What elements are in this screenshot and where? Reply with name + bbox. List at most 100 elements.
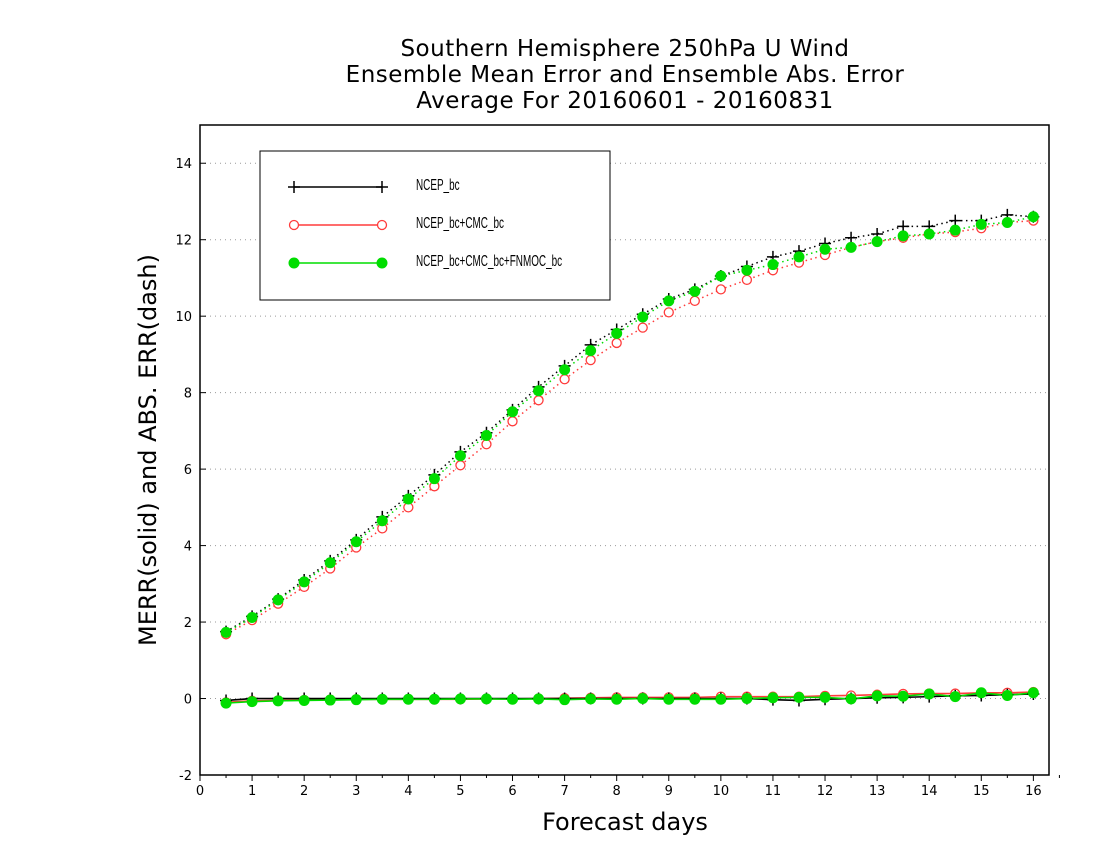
abs-err-point-3: [402, 493, 414, 505]
abs-err-point-2: [663, 307, 674, 318]
x-tick-label: 9: [665, 784, 673, 799]
mean-err-point-3: [533, 693, 545, 705]
abs-err-point-3: [949, 224, 961, 236]
abs-err-point-3: [298, 576, 310, 588]
abs-err-point-3: [767, 259, 779, 271]
abs-err-point-3: [376, 515, 388, 527]
mean-err-point-3: [871, 690, 883, 702]
y-tick-label: 6: [184, 463, 192, 478]
x-tick-label: 2: [300, 784, 308, 799]
abs-err-point-3: [350, 536, 362, 548]
mean-err-point-3: [585, 693, 597, 705]
x-tick-label: 4: [404, 784, 412, 799]
abs-err-point-2: [715, 284, 727, 295]
mean-err-point-3: [897, 690, 909, 702]
mean-err-point-3: [923, 688, 935, 700]
abs-err-point-3: [819, 243, 831, 255]
x-tick-label: 8: [613, 784, 621, 799]
y-tick-label: 8: [184, 387, 192, 402]
legend-label-1: NCEP_bc: [416, 177, 460, 194]
abs-err-point-1: [897, 220, 910, 233]
abs-err-point-3: [324, 557, 336, 569]
abs-err-point-3: [715, 270, 727, 282]
mean-err-point-3: [272, 695, 284, 707]
x-tick-label: 11: [765, 784, 782, 799]
mean-err-point-3: [376, 693, 388, 705]
y-tick-label: 0: [184, 693, 192, 708]
mean-err-point-3: [559, 694, 571, 706]
legend-marker-2: [376, 219, 388, 231]
abs-err-line-1: [225, 214, 1034, 633]
legend-marker-3: [376, 257, 388, 269]
abs-err-point-3: [1001, 217, 1013, 228]
abs-err-point-2: [455, 460, 466, 471]
mean-err-point-3: [949, 691, 961, 703]
abs-err-point-2: [689, 295, 700, 307]
mean-err-point-3: [402, 693, 414, 705]
abs-err-point-3: [507, 406, 519, 418]
x-tick-label: 13: [869, 784, 886, 799]
abs-err-point-3: [246, 611, 258, 623]
abs-err-point-3: [741, 264, 753, 276]
abs-err-point-2: [481, 439, 492, 450]
abs-err-point-3: [454, 450, 466, 462]
abs-err-point-3: [480, 429, 492, 441]
mean-err-point-3: [715, 693, 727, 705]
abs-err-point-3: [923, 228, 935, 240]
abs-err-point-2: [507, 416, 518, 427]
mean-err-point-3: [246, 696, 258, 708]
abs-err-point-3: [611, 327, 623, 339]
x-tick-label: 15: [973, 784, 990, 799]
abs-err-point-3: [272, 594, 284, 606]
mean-err-point-3: [637, 693, 649, 705]
abs-err-point-3: [871, 236, 883, 248]
legend-marker-1: [288, 181, 300, 193]
x-tick-label: 5: [456, 784, 464, 799]
mean-err-point-3: [767, 692, 779, 704]
plot-frame: [199, 124, 1050, 776]
mean-err-point-3: [663, 693, 675, 705]
title-line-3: Average For 20160601 - 20160831: [416, 88, 834, 114]
abs-err-point-2: [611, 337, 622, 349]
abs-err-point-3: [975, 218, 987, 230]
x-tick-label: 0: [196, 784, 204, 799]
y-tick-label: -2: [179, 769, 192, 784]
title-line-1: Southern Hemisphere 250hPa U Wind: [400, 36, 850, 62]
x-tick-label: 10: [713, 784, 730, 799]
legend-marker-2: [288, 219, 300, 231]
x-tick-label: 14: [921, 784, 938, 799]
abs-err-point-2: [585, 354, 596, 366]
abs-err-point-3: [637, 311, 649, 323]
mean-err-point-3: [819, 691, 831, 703]
abs-err-point-3: [897, 230, 909, 242]
x-tick-label: 16: [1025, 784, 1042, 799]
abs-err-point-3: [663, 295, 675, 307]
mean-err-point-3: [220, 697, 232, 709]
y-tick-label: 4: [184, 540, 192, 555]
abs-err-point-3: [585, 345, 597, 357]
y-tick-label: 12: [175, 234, 192, 249]
x-axis-label: Forecast days: [542, 808, 708, 836]
abs-err-point-3: [689, 285, 701, 297]
abs-err-point-2: [637, 322, 648, 333]
legend-marker-3: [288, 257, 300, 269]
abs-err-point-3: [428, 473, 440, 485]
x-tick-label: 6: [508, 784, 516, 799]
mean-err-point-3: [324, 694, 336, 706]
y-axis-label: MERR(solid) and ABS. ERR(dash): [134, 254, 162, 646]
abs-err-point-3: [559, 364, 571, 376]
abs-err-point-2: [741, 274, 753, 286]
mean-err-point-3: [845, 693, 857, 705]
abs-err-point-3: [793, 251, 805, 263]
mean-err-point-3: [741, 693, 753, 705]
x-tick-label: 12: [817, 784, 834, 799]
abs-err-point-1: [949, 214, 962, 227]
abs-err-point-2: [533, 395, 544, 406]
y-tick-label: 10: [175, 310, 192, 325]
mean-err-point-3: [611, 693, 623, 705]
mean-err-point-3: [298, 694, 310, 706]
abs-err-point-3: [1027, 211, 1039, 223]
abs-err-point-3: [220, 626, 232, 638]
mean-err-point-3: [793, 691, 805, 703]
